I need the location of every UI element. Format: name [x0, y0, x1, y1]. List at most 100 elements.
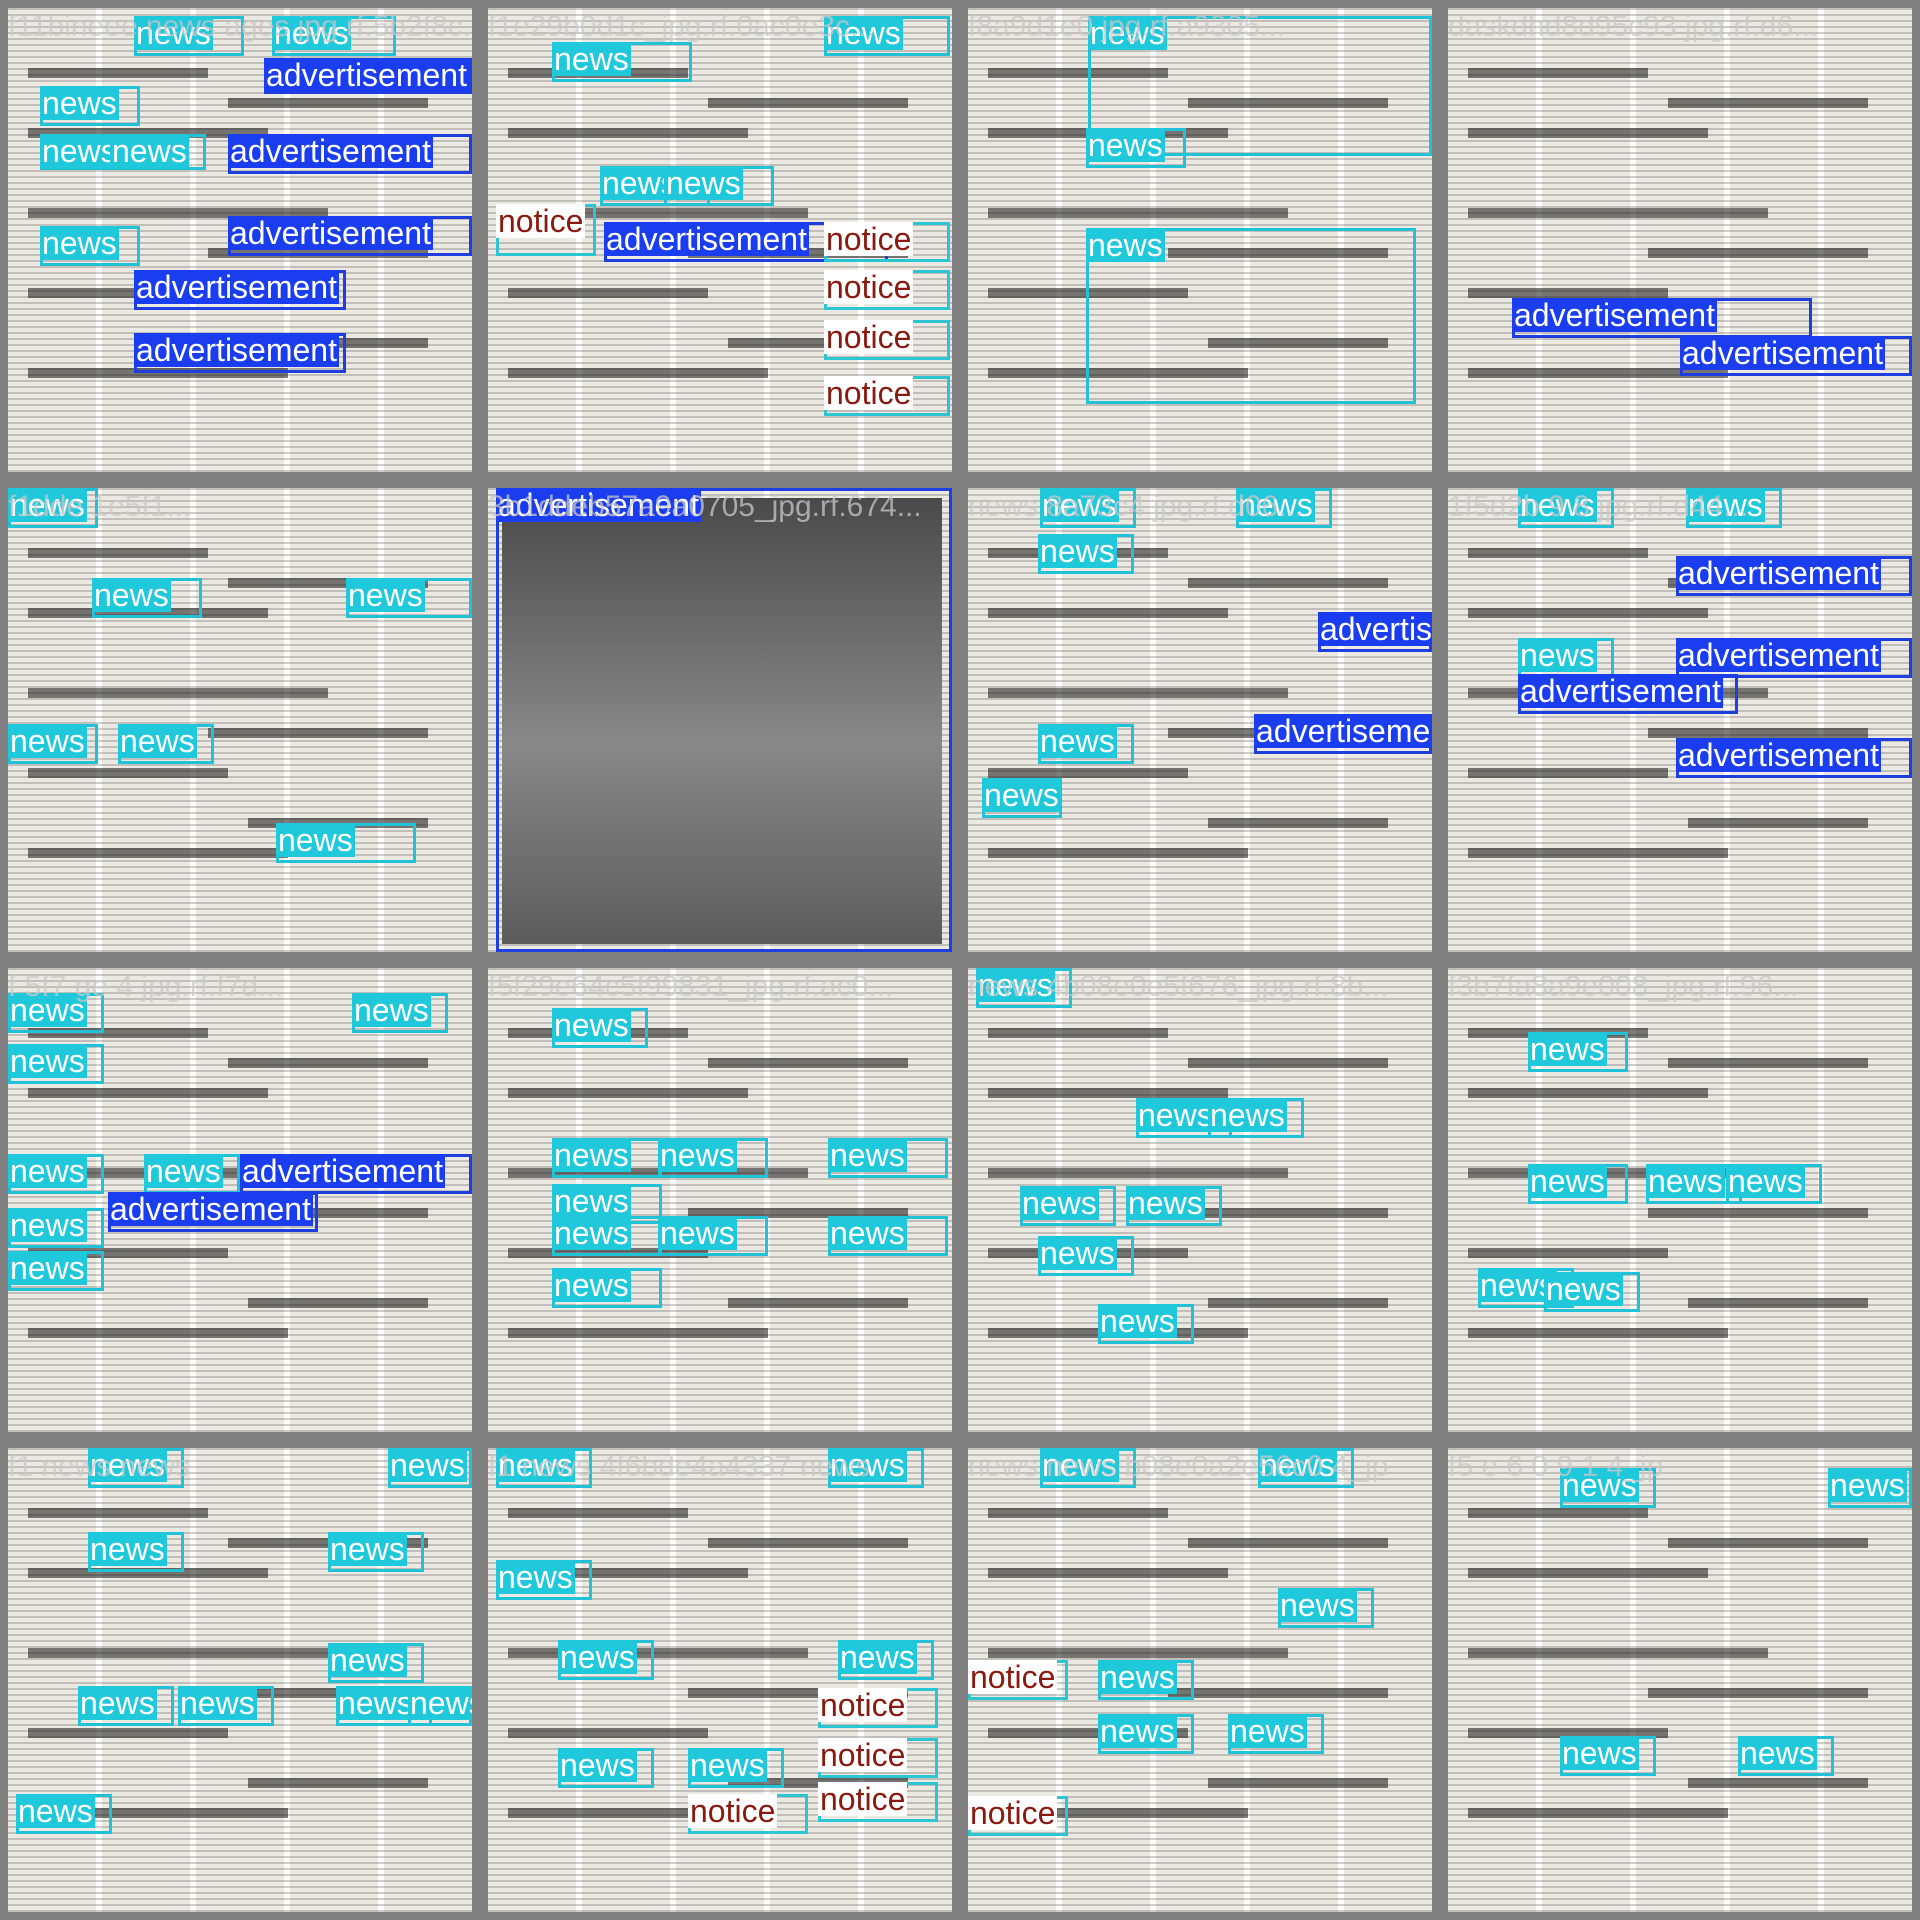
- news-bounding-box: news: [388, 1448, 472, 1488]
- headline-text-block: [508, 288, 708, 298]
- headline-text-block: [28, 68, 208, 78]
- news-bounding-box: news: [92, 578, 202, 618]
- newspaper-page-tile: f5f29e64c5f99831_jpg.rf.ac0... news news ne…: [488, 968, 952, 1432]
- notice-label: notice: [968, 1795, 1058, 1831]
- headline-text-block: [988, 1648, 1288, 1658]
- headline-text-block: [208, 1208, 428, 1218]
- news-label: news: [352, 992, 431, 1028]
- advertisement-bounding-box: advertisement: [228, 134, 472, 174]
- advertisement-bounding-box: advertisement: [134, 333, 346, 373]
- news-bounding-box: news: [352, 993, 448, 1033]
- notice-bounding-box: notice: [688, 1794, 808, 1834]
- headline-text-block: [28, 608, 268, 618]
- news-bounding-box: news: [828, 1216, 948, 1256]
- newspaper-page-tile: f11bineee news ages jpg.rf.5b2f8c... news…: [8, 8, 472, 472]
- headline-text-block: [988, 608, 1228, 618]
- news-bounding-box: news: [824, 16, 950, 56]
- news-label: news: [982, 777, 1061, 813]
- news-bounding-box: news: [408, 1686, 472, 1726]
- news-bounding-box: news: [1258, 1448, 1354, 1488]
- headline-text-block: [28, 1648, 328, 1658]
- news-label: news: [1258, 1448, 1337, 1483]
- news-bounding-box: news: [1560, 1468, 1656, 1508]
- news-label: news: [1560, 1735, 1639, 1771]
- notice-bounding-box: notice: [824, 320, 950, 360]
- headline-text-block: [988, 368, 1248, 378]
- news-bounding-box: news: [1040, 488, 1136, 528]
- headline-text-block: [228, 1058, 428, 1068]
- advertisement-bounding-box: advertisement: [240, 1154, 472, 1194]
- headline-text-block: [1468, 1088, 1708, 1098]
- newspaper-page-tile: f1dde 1e5f1... news news news news news news: [8, 488, 472, 952]
- newspaper-page-image: [1448, 1448, 1912, 1912]
- news-bounding-box: news: [1086, 128, 1186, 168]
- headline-text-block: [28, 768, 228, 778]
- newspaper-page-image: [968, 8, 1432, 472]
- news-bounding-box: news: [1518, 638, 1614, 678]
- headline-text-block: [1648, 248, 1868, 258]
- headline-text-block: [28, 688, 328, 698]
- notice-label: notice: [818, 1737, 908, 1773]
- headline-text-block: [988, 1808, 1248, 1818]
- headline-text-block: [988, 68, 1168, 78]
- news-label: news: [552, 1215, 631, 1251]
- news-label: news: [408, 1686, 472, 1720]
- news-bounding-box: news: [110, 134, 206, 170]
- headline-text-block: [988, 848, 1248, 858]
- news-bounding-box: news: [552, 1008, 648, 1048]
- news-label: news: [828, 1448, 907, 1483]
- newspaper-page-image: [488, 1448, 952, 1912]
- advertisement-bounding-box: advertisement: [604, 222, 888, 262]
- news-bounding-box: news: [16, 1794, 112, 1834]
- notice-bounding-box: notice: [824, 270, 950, 310]
- headline-text-block: [1468, 1808, 1728, 1818]
- news-label: news: [40, 85, 119, 121]
- news-bounding-box: news: [1086, 228, 1416, 404]
- headline-text-block: [1188, 578, 1388, 588]
- news-label: news: [1086, 127, 1165, 163]
- advertisement-bounding-box: advertisement: [1512, 298, 1812, 338]
- headline-text-block: [988, 1568, 1228, 1578]
- newspaper-page-tile: f 5f7 ge 4 jpg.rf.f7d... news news news news…: [8, 968, 472, 1432]
- news-label: news: [1136, 1097, 1215, 1133]
- headline-text-block: [28, 1088, 268, 1098]
- headline-text-block: [1188, 1538, 1388, 1548]
- headline-text-block: [728, 338, 908, 348]
- news-bounding-box: news: [144, 1154, 240, 1194]
- advertisement-bounding-box: advertisement: [264, 58, 472, 94]
- news-label: news: [110, 133, 189, 169]
- news-label: news: [664, 165, 743, 201]
- news-label: news: [838, 1639, 917, 1675]
- news-label: news: [1098, 1303, 1177, 1339]
- news-label: news: [558, 1639, 637, 1675]
- headline-text-block: [988, 208, 1288, 218]
- advertisement-label: advertisement: [134, 332, 339, 368]
- advertisement-label: advertisement: [604, 221, 809, 257]
- advertisement-bounding-box: advertisement: [228, 216, 472, 256]
- news-label: news: [1478, 1267, 1557, 1303]
- newspaper-page-tile: 1f5d2b 9 8 jpg.rf.d44... news news advertis…: [1448, 488, 1912, 952]
- news-bounding-box: news: [1038, 534, 1134, 574]
- headline-text-block: [508, 208, 808, 218]
- notice-bounding-box: notice: [824, 376, 950, 416]
- news-bounding-box: news: [276, 823, 416, 863]
- headline-text-block: [1668, 1538, 1868, 1548]
- news-bounding-box: news: [178, 1686, 274, 1726]
- newspaper-page-image: [1448, 8, 1912, 472]
- headline-text-block: [988, 1168, 1288, 1178]
- news-label: news: [178, 1685, 257, 1721]
- news-label: news: [1544, 1271, 1623, 1307]
- news-bounding-box: news: [1544, 1272, 1640, 1312]
- notice-label: notice: [824, 319, 914, 355]
- news-label: news: [1088, 15, 1167, 51]
- news-bounding-box: news: [496, 1448, 592, 1488]
- headline-text-block: [1188, 1058, 1388, 1068]
- headline-text-block: [1468, 1648, 1768, 1658]
- news-label: news: [828, 1137, 907, 1173]
- news-label: news: [1278, 1587, 1357, 1623]
- newspaper-page-tile: f1e29b0d1c_jpg.rf.0ac0e3c... news news news…: [488, 8, 952, 472]
- news-label: news: [328, 1531, 407, 1567]
- news-bounding-box: news: [328, 1532, 424, 1572]
- news-label: news: [16, 1793, 95, 1829]
- newspaper-page-tile: news 4b08e0e5f676_jpg.rf.8b... news news ne…: [968, 968, 1432, 1432]
